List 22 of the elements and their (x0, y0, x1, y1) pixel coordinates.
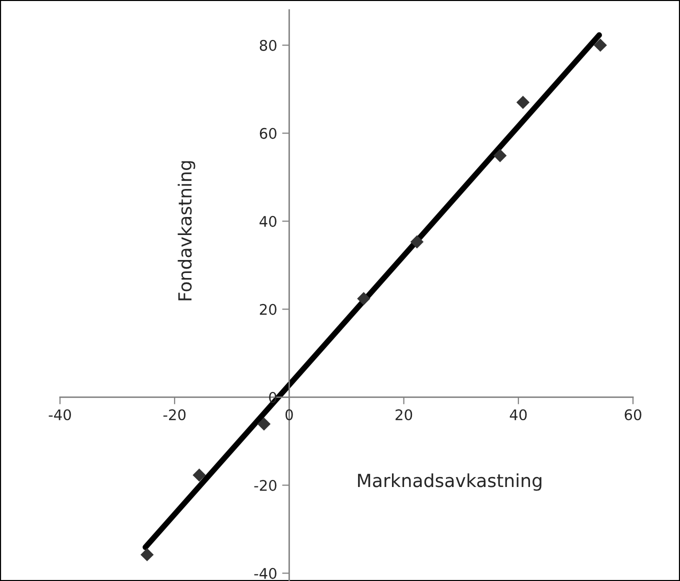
y-tick-label: 80 (260, 40, 276, 51)
point (192, 468, 206, 482)
y-tick-label: -40 (254, 568, 276, 579)
x-axis-title: Marknadsavkastning (358, 473, 542, 491)
point (410, 235, 424, 248)
point (594, 38, 607, 52)
x-tick-label: 40 (510, 409, 527, 420)
x-tick-label: -20 (163, 409, 186, 420)
y-tick-label: 0 (269, 392, 276, 403)
x-tick-label: 60 (624, 409, 642, 420)
point (257, 417, 271, 431)
y-tick-label: 60 (260, 128, 276, 139)
point (357, 292, 370, 306)
x-tick-label: 20 (396, 409, 412, 420)
point (516, 96, 530, 109)
y-axis-title: Fondavkastning (178, 161, 196, 300)
y-tick-label: -20 (254, 480, 276, 491)
point (493, 149, 507, 162)
y-tick-label: 40 (260, 216, 276, 227)
point (140, 548, 154, 562)
x-tick-label: -40 (48, 409, 71, 420)
y-tick-label: 20 (260, 304, 276, 315)
